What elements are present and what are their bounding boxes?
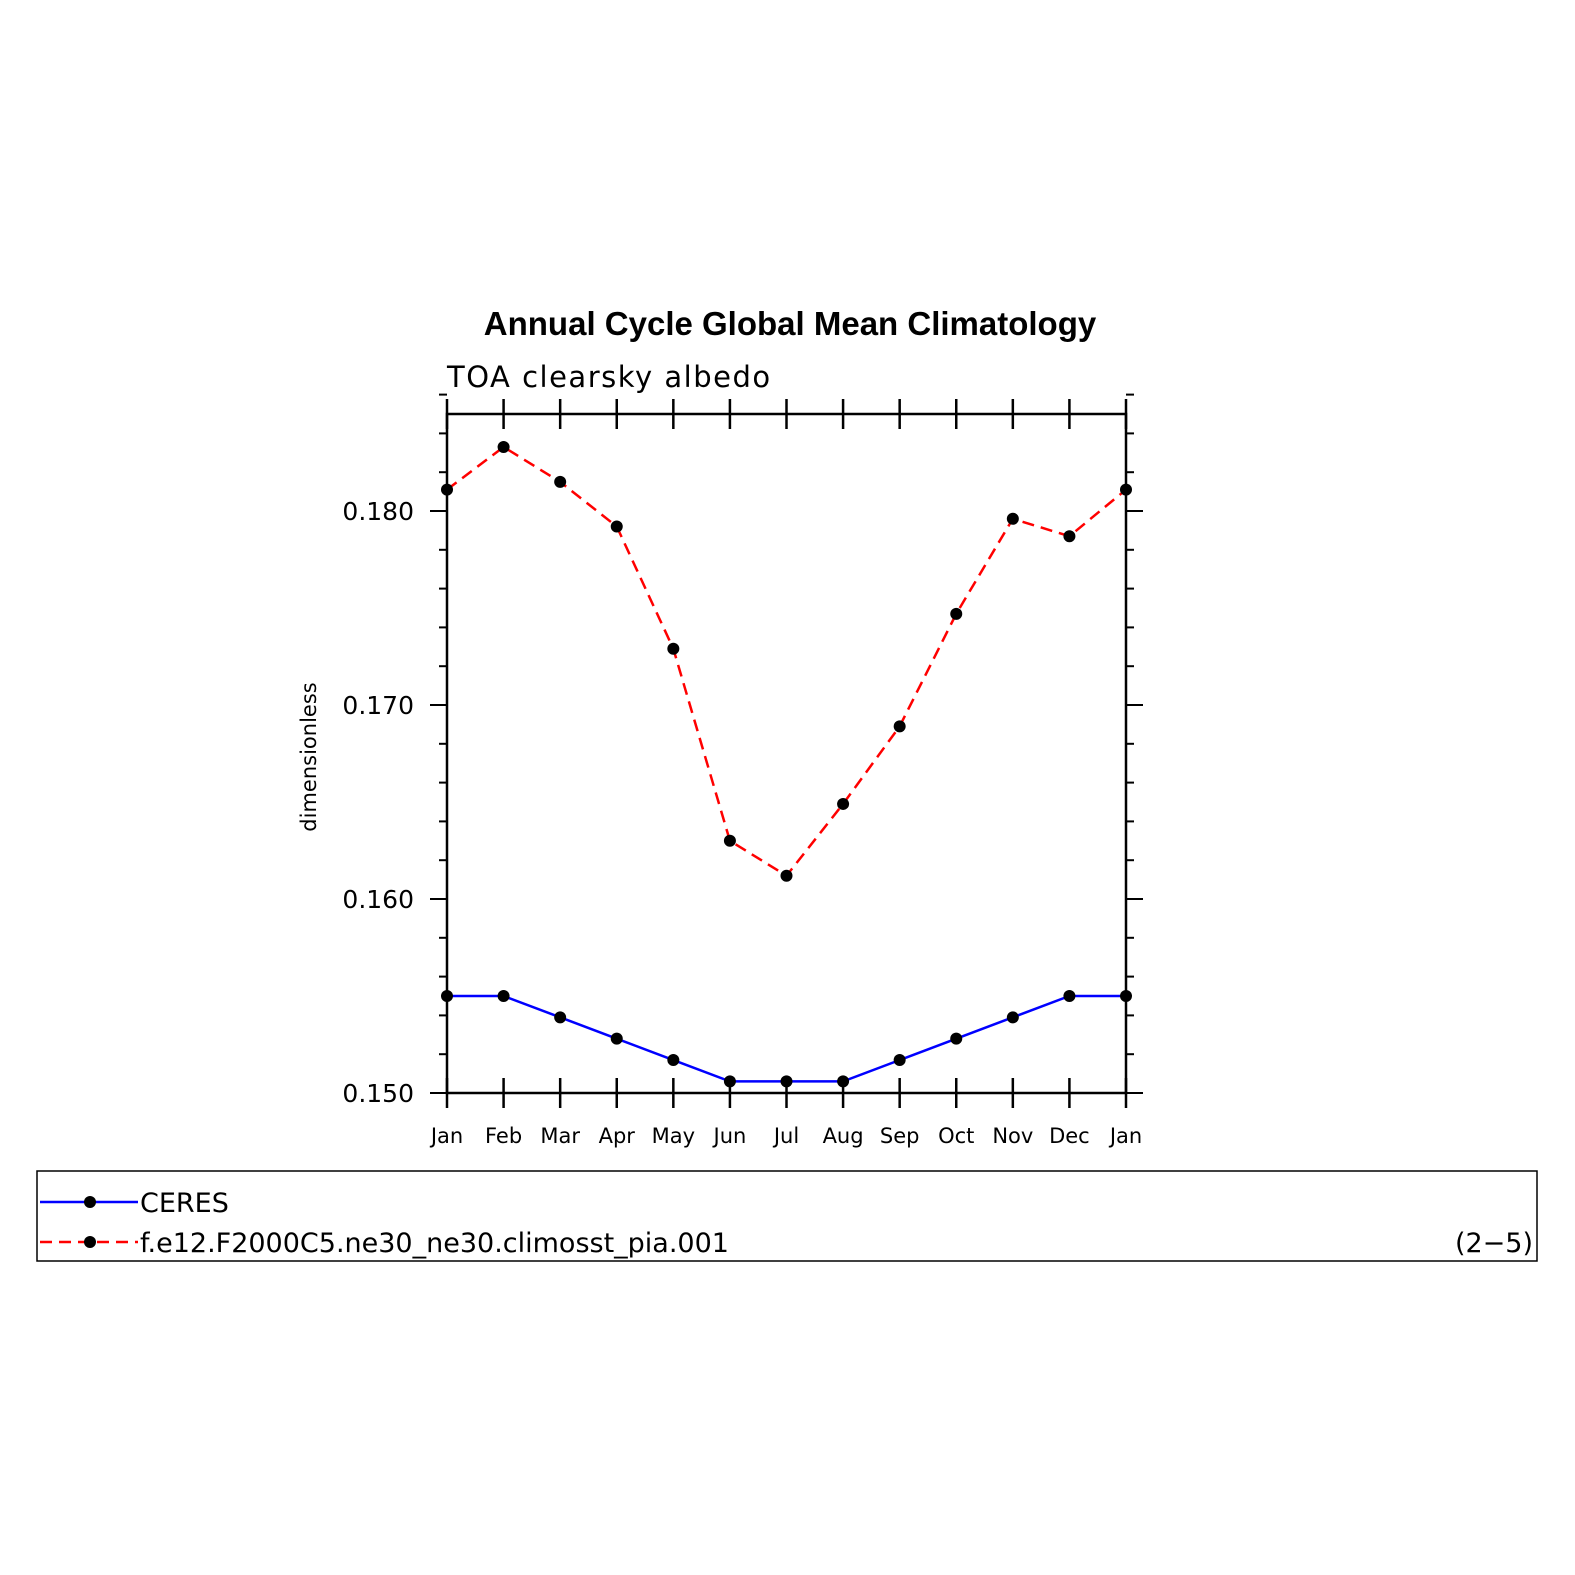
legend-marker [84, 1196, 96, 1208]
x-tick-label: Dec [1049, 1124, 1090, 1148]
legend: CERES f.e12.F2000C5.ne30_ne30.climosst_pi… [40, 1188, 1533, 1259]
y-tick-label: 0.170 [342, 691, 414, 720]
data-point [497, 990, 510, 1002]
x-tick-label: Sep [880, 1124, 920, 1148]
x-tick-label: May [652, 1124, 695, 1148]
legend-note: (2−5) [1455, 1228, 1533, 1259]
data-point [497, 440, 510, 453]
x-tick-label: Jul [772, 1124, 799, 1148]
data-point [950, 607, 963, 620]
y-axis-label: dimensionless [297, 682, 321, 831]
data-point [610, 520, 623, 533]
data-point [1120, 483, 1132, 496]
data-point [837, 797, 850, 810]
chart-title: Annual Cycle Global Mean Climatology [484, 305, 1097, 342]
x-tick-label: Oct [938, 1124, 974, 1148]
legend-label: CERES [140, 1188, 229, 1219]
data-point [1063, 990, 1076, 1002]
data-point [893, 1054, 906, 1067]
y-tick-label: 0.180 [342, 497, 414, 526]
series-line-0 [447, 994, 1126, 1083]
plot-frame [445, 412, 1128, 1095]
data-point [441, 483, 453, 496]
x-tick-labels: Jan Feb Mar Apr May Jun Jul Aug Sep Oct Nov Dec Jan [429, 1124, 1142, 1148]
x-tick-label: Apr [599, 1124, 636, 1148]
chart-subtitle: TOA clearsky albedo [446, 360, 772, 394]
x-tick-label: Feb [485, 1124, 522, 1148]
x-tick-label: Jan [1108, 1124, 1142, 1148]
legend-label: f.e12.F2000C5.ne30_ne30.climosst_pia.001 [140, 1228, 729, 1259]
data-point [667, 1054, 680, 1067]
data-point [554, 1011, 567, 1024]
y-tick-label: 0.160 [342, 885, 414, 914]
axis-ticks [430, 393, 1143, 1108]
data-point [950, 1032, 963, 1045]
data-point [610, 1032, 623, 1045]
data-point [554, 475, 567, 488]
data-point [1006, 1011, 1019, 1024]
data-point [837, 1075, 850, 1088]
legend-box [36, 1170, 1538, 1262]
x-tick-label: Jun [712, 1124, 747, 1148]
data-point [780, 869, 793, 882]
data-point [1006, 512, 1019, 525]
y-tick-labels: 0.150 0.160 0.170 0.180 [342, 497, 414, 1108]
legend-marker [84, 1236, 96, 1248]
data-point [667, 642, 680, 655]
x-tick-label: Jan [429, 1124, 463, 1148]
series-lines [441, 440, 1132, 1088]
data-point [1120, 990, 1132, 1002]
x-tick-label: Aug [823, 1124, 864, 1148]
data-point [780, 1075, 793, 1088]
data-point [441, 990, 453, 1002]
x-tick-label: Nov [992, 1124, 1033, 1148]
data-point [893, 720, 906, 733]
data-point [723, 1075, 736, 1088]
data-point [1063, 530, 1076, 543]
x-tick-label: Mar [540, 1124, 580, 1148]
data-point [723, 834, 736, 847]
series-line-1 [446, 445, 1127, 878]
y-tick-label: 0.150 [342, 1079, 414, 1108]
